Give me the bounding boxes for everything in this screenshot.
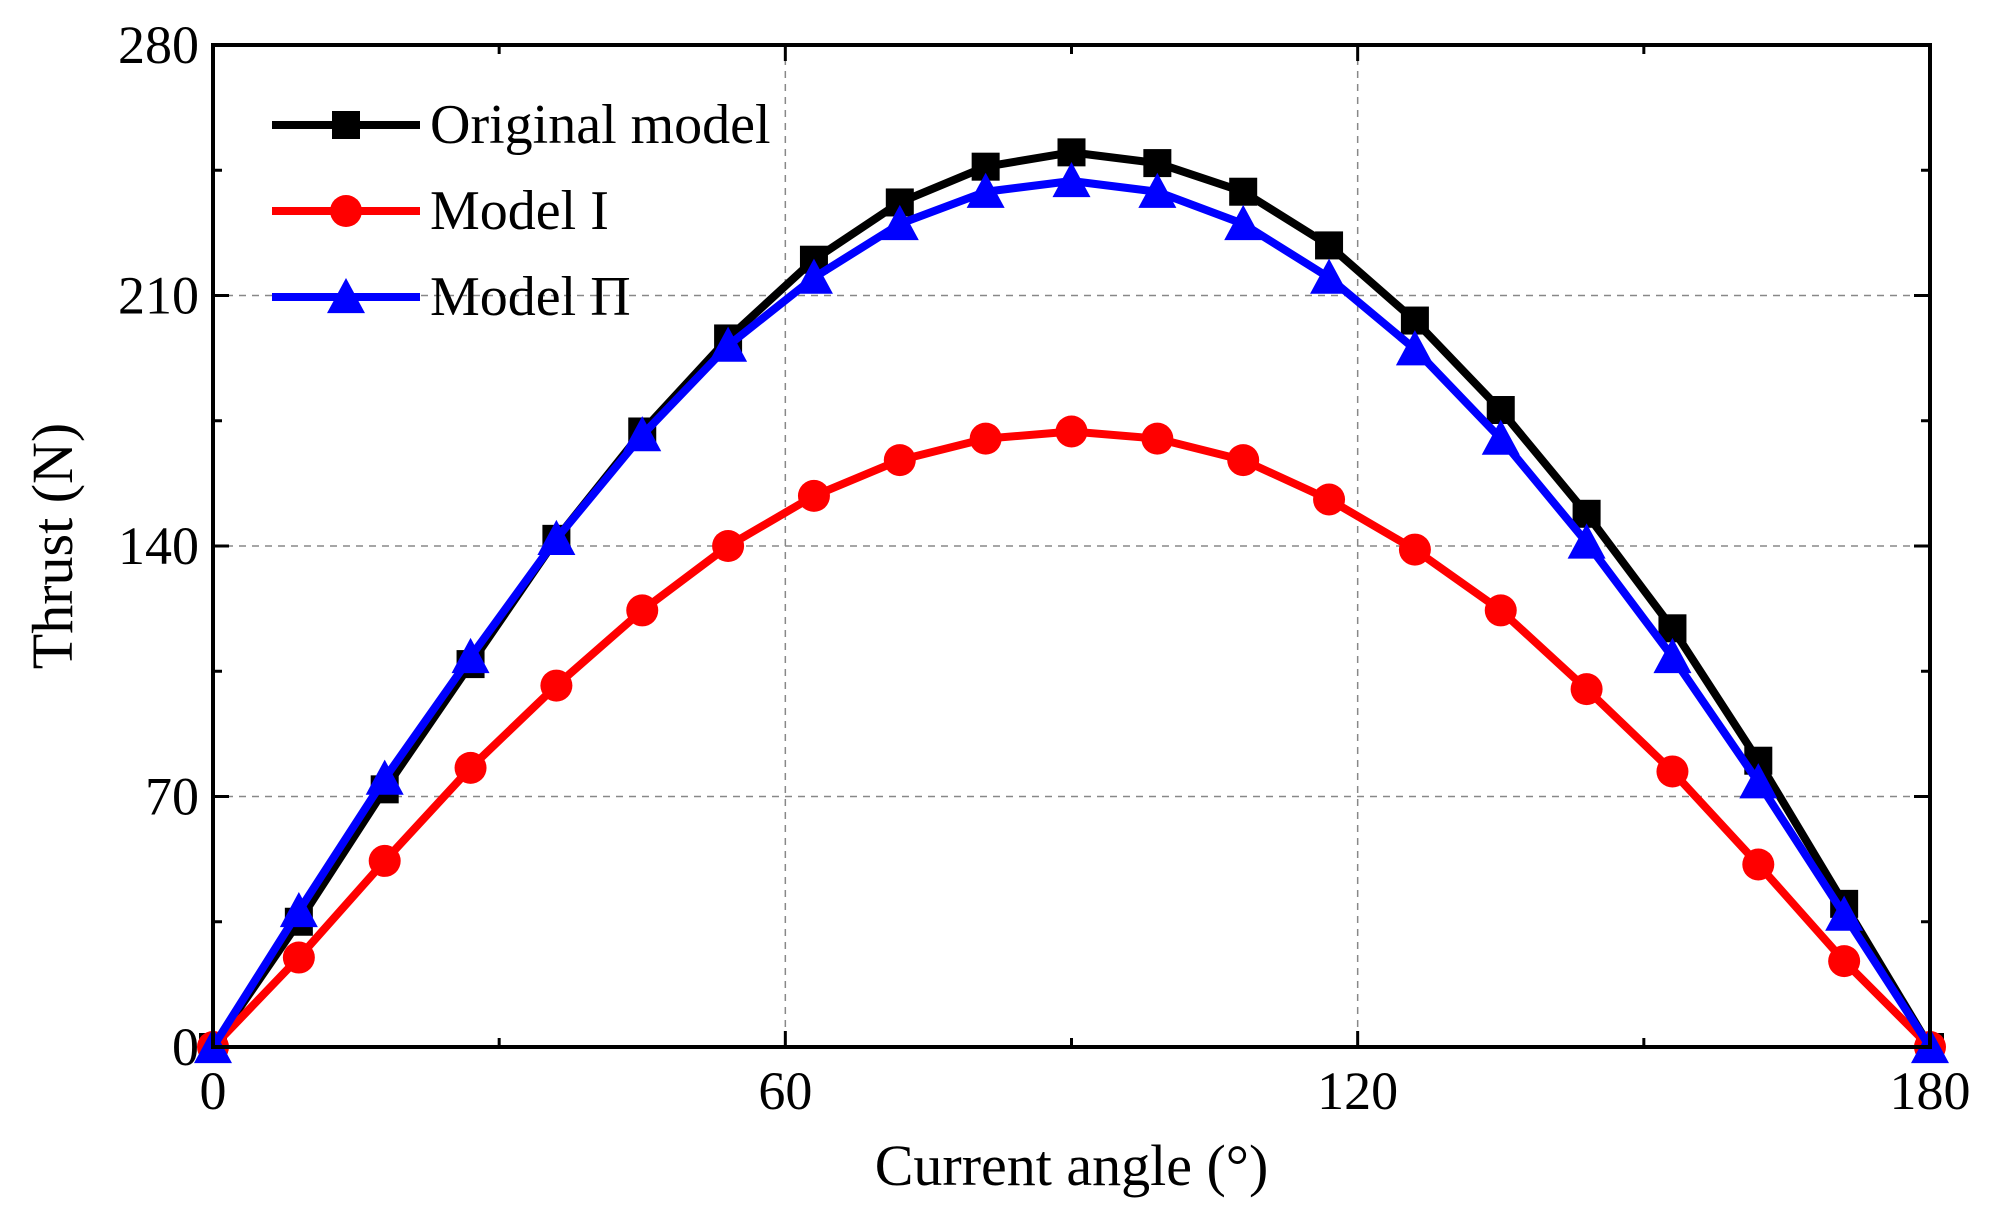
data-point [1227, 444, 1260, 477]
x-tick-label: 60 [758, 1061, 812, 1121]
data-point [1315, 231, 1344, 260]
y-tick-label: 140 [118, 516, 199, 576]
y-tick-label: 0 [172, 1017, 199, 1077]
y-axis-title: Thrust (N) [20, 423, 85, 669]
data-point [1658, 614, 1687, 643]
legend-label: Model Π [430, 266, 631, 328]
series-line [210, 427, 1933, 1050]
data-point [1229, 177, 1258, 206]
grid-lines [213, 45, 1930, 1047]
data-point [279, 892, 318, 928]
data-point [883, 444, 916, 477]
data-point [1481, 419, 1520, 455]
tick-labels: 0 60 120 180 0 70 140 210 280 [118, 15, 1971, 1121]
data-point [969, 422, 1002, 455]
data-point [1742, 848, 1775, 881]
data-point [1313, 483, 1346, 516]
data-point [1567, 523, 1606, 559]
y-tick-label: 210 [118, 266, 199, 326]
data-point [1570, 673, 1603, 706]
data-point [282, 941, 315, 974]
data-series [194, 138, 1949, 1064]
data-point [1224, 204, 1263, 241]
x-tick-label: 120 [1317, 1061, 1398, 1121]
legend-label: Original model [430, 94, 771, 156]
data-point [451, 637, 490, 674]
x-tick-label: 180 [1890, 1061, 1971, 1121]
data-point [1653, 637, 1692, 674]
data-point [1055, 415, 1088, 448]
data-point [454, 751, 487, 784]
data-point [1400, 306, 1429, 335]
data-point [1484, 594, 1517, 627]
y-tick-label: 70 [145, 767, 199, 827]
data-point [626, 594, 659, 627]
legend-item: Original model [272, 94, 771, 156]
x-axis-title: Current angle (°) [875, 1133, 1269, 1198]
legend-marker [327, 278, 365, 314]
data-point [1486, 396, 1515, 425]
data-point [880, 204, 919, 241]
data-point [709, 326, 748, 362]
data-point [1739, 763, 1778, 799]
legend-item: Model I [272, 180, 609, 242]
data-point [540, 669, 573, 702]
data-point [1572, 499, 1601, 528]
data-point [1656, 755, 1689, 788]
data-point [1398, 533, 1431, 566]
data-point [794, 258, 833, 294]
plot-frame [211, 43, 1932, 1049]
data-point [966, 172, 1005, 208]
data-point [1395, 330, 1434, 366]
data-point [712, 530, 745, 562]
data-point [365, 759, 404, 795]
series-triangle [194, 161, 1949, 1064]
data-point [623, 416, 662, 452]
series-circle [197, 415, 1946, 1063]
data-point [368, 844, 401, 877]
data-point [1057, 138, 1086, 167]
data-point [797, 479, 830, 512]
y-tick-label: 280 [118, 15, 199, 75]
legend-label: Model I [430, 180, 609, 242]
data-point [1825, 895, 1864, 931]
data-point [1828, 945, 1861, 978]
data-point [1310, 258, 1349, 294]
data-point [1138, 172, 1177, 208]
data-point [1052, 161, 1091, 198]
data-point [1143, 149, 1172, 178]
x-tick-label: 0 [200, 1061, 227, 1121]
data-point [1141, 422, 1174, 455]
legend-marker [330, 195, 362, 227]
legend-marker [332, 111, 360, 139]
data-point [537, 519, 576, 555]
legend-item: Model Π [272, 266, 631, 328]
legend: Original model Model I Model Π [272, 94, 771, 328]
